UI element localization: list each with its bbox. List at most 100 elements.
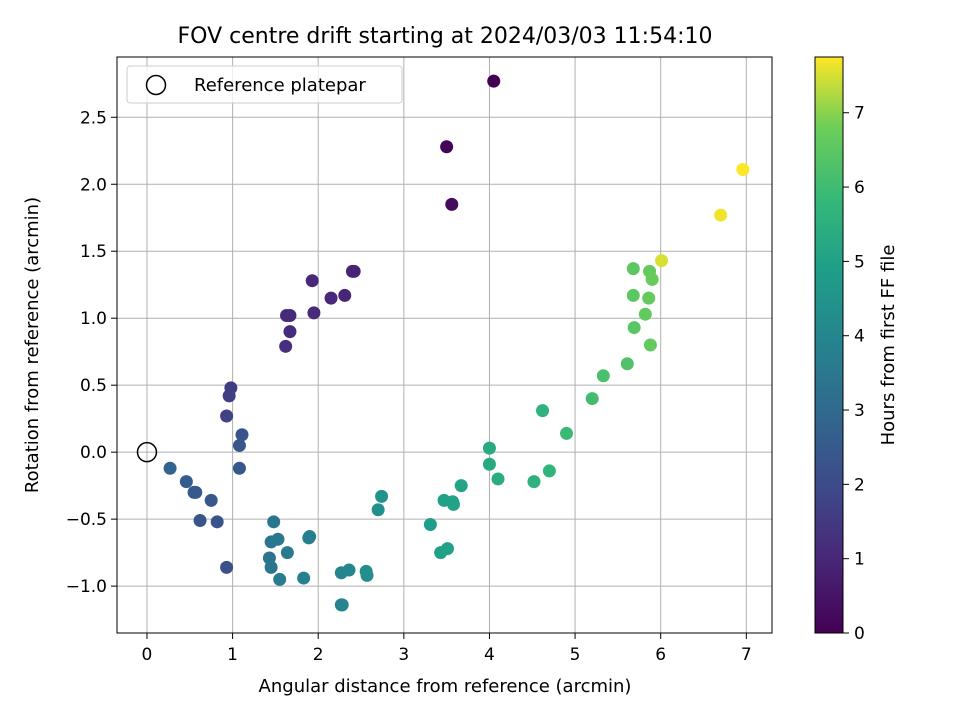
y-tick-label: 1.5 (80, 242, 107, 262)
colorbar-tick-label: 0 (854, 624, 865, 644)
x-tick-label: 2 (313, 645, 324, 665)
scatter-point (626, 288, 640, 302)
scatter-point (655, 254, 669, 268)
scatter-point (375, 489, 389, 503)
reference-platepar-marker (136, 441, 158, 463)
scatter-point (179, 475, 193, 489)
scatter-point (280, 309, 294, 323)
x-tick-label: 6 (655, 645, 666, 665)
scatter-point (440, 542, 454, 556)
scatter-point (585, 392, 599, 406)
scatter-point (491, 472, 505, 486)
scatter-point (297, 571, 311, 585)
y-tick-label: 0.5 (80, 376, 107, 396)
scatter-point (360, 568, 374, 582)
legend-marker-reference (145, 74, 167, 96)
legend-label-reference: Reference platepar (194, 75, 366, 96)
colorbar-tick-label: 7 (854, 104, 865, 124)
y-tick-label: −0.5 (66, 510, 107, 530)
scatter-point (264, 560, 278, 574)
y-tick-label: 2.5 (80, 108, 107, 128)
y-tick-label: 1.0 (80, 309, 107, 329)
x-axis-ticks: 0 1 2 3 4 5 6 7 (142, 633, 752, 665)
scatter-point (536, 404, 550, 418)
scatter-point (643, 338, 657, 352)
scatter-point (638, 307, 652, 321)
scatter-point (446, 497, 460, 511)
scatter-point (454, 479, 468, 493)
x-axis-label: Angular distance from reference (arcmin) (259, 676, 632, 697)
scatter-point (267, 515, 281, 529)
scatter-point (560, 426, 574, 440)
scatter-point (273, 572, 287, 586)
scatter-point (345, 264, 359, 278)
scatter-point (271, 532, 285, 546)
colorbar-tick-label: 2 (854, 475, 865, 495)
scatter-point (626, 262, 640, 276)
scatter-point (338, 288, 352, 302)
scatter-point (280, 546, 294, 560)
scatter-point (193, 513, 207, 527)
scatter-point (222, 389, 236, 403)
scatter-point (324, 291, 338, 305)
scatter-point (307, 306, 321, 320)
scatter-point (440, 140, 454, 154)
scatter-point (371, 503, 385, 517)
colorbar-tick-label: 6 (854, 178, 865, 198)
scatter-point (596, 369, 610, 383)
y-axis-ticks: −1.0 −0.5 0.0 0.5 1.0 1.5 2.0 2.5 (66, 108, 117, 597)
scatter-point (232, 461, 246, 475)
colorbar-tick-label: 5 (854, 252, 865, 272)
plot-frame (116, 56, 773, 634)
colorbar-tick-label: 3 (854, 401, 865, 421)
scatter-point (445, 197, 459, 211)
y-tick-label: 2.0 (80, 175, 107, 195)
x-tick-label: 1 (227, 645, 238, 665)
scatter-point (482, 441, 496, 455)
scatter-point (232, 438, 246, 452)
scatter-point (714, 208, 728, 222)
scatter-point (220, 560, 234, 574)
colorbar-ticks: 0 1 2 3 4 5 6 7 (843, 104, 865, 644)
x-tick-label: 5 (570, 645, 581, 665)
legend: Reference platepar (126, 65, 403, 104)
y-axis-label: Rotation from reference (arcmin) (22, 197, 43, 493)
scatter-point (335, 598, 349, 612)
scatter-point (220, 409, 234, 423)
y-tick-label: −1.0 (66, 577, 107, 597)
colorbar-tick-label: 1 (854, 550, 865, 570)
x-tick-label: 3 (398, 645, 409, 665)
scatter-point (627, 321, 641, 335)
scatter-point (542, 464, 556, 478)
scatter-point (163, 461, 177, 475)
x-tick-label: 0 (142, 645, 153, 665)
scatter-point (642, 291, 656, 305)
scatter-point (279, 339, 293, 353)
scatter-points (163, 74, 750, 612)
scatter-point (620, 357, 634, 371)
scatter-point (210, 515, 224, 529)
y-tick-label: 0.0 (80, 443, 107, 463)
scatter-point (283, 325, 297, 339)
colorbar-label: Hours from first FF file (878, 245, 899, 446)
x-tick-label: 7 (741, 645, 752, 665)
scatter-point (302, 531, 316, 545)
scatter-point (527, 475, 541, 489)
scatter-point (423, 517, 437, 531)
colorbar-tick-label: 4 (854, 327, 865, 347)
colorbar-gradient (814, 56, 844, 634)
scatter-point (482, 457, 496, 471)
scatter-point (645, 272, 659, 286)
scatter-point (342, 563, 356, 577)
scatter-point (235, 428, 249, 442)
scatter-point (736, 163, 750, 177)
scatter-point (189, 485, 203, 499)
scatter-point (204, 493, 218, 507)
scatter-point (487, 74, 501, 88)
scatter-point (305, 274, 319, 288)
x-tick-label: 4 (484, 645, 495, 665)
chart-title: FOV centre drift starting at 2024/03/03 … (178, 24, 713, 49)
legend-box (126, 65, 403, 104)
